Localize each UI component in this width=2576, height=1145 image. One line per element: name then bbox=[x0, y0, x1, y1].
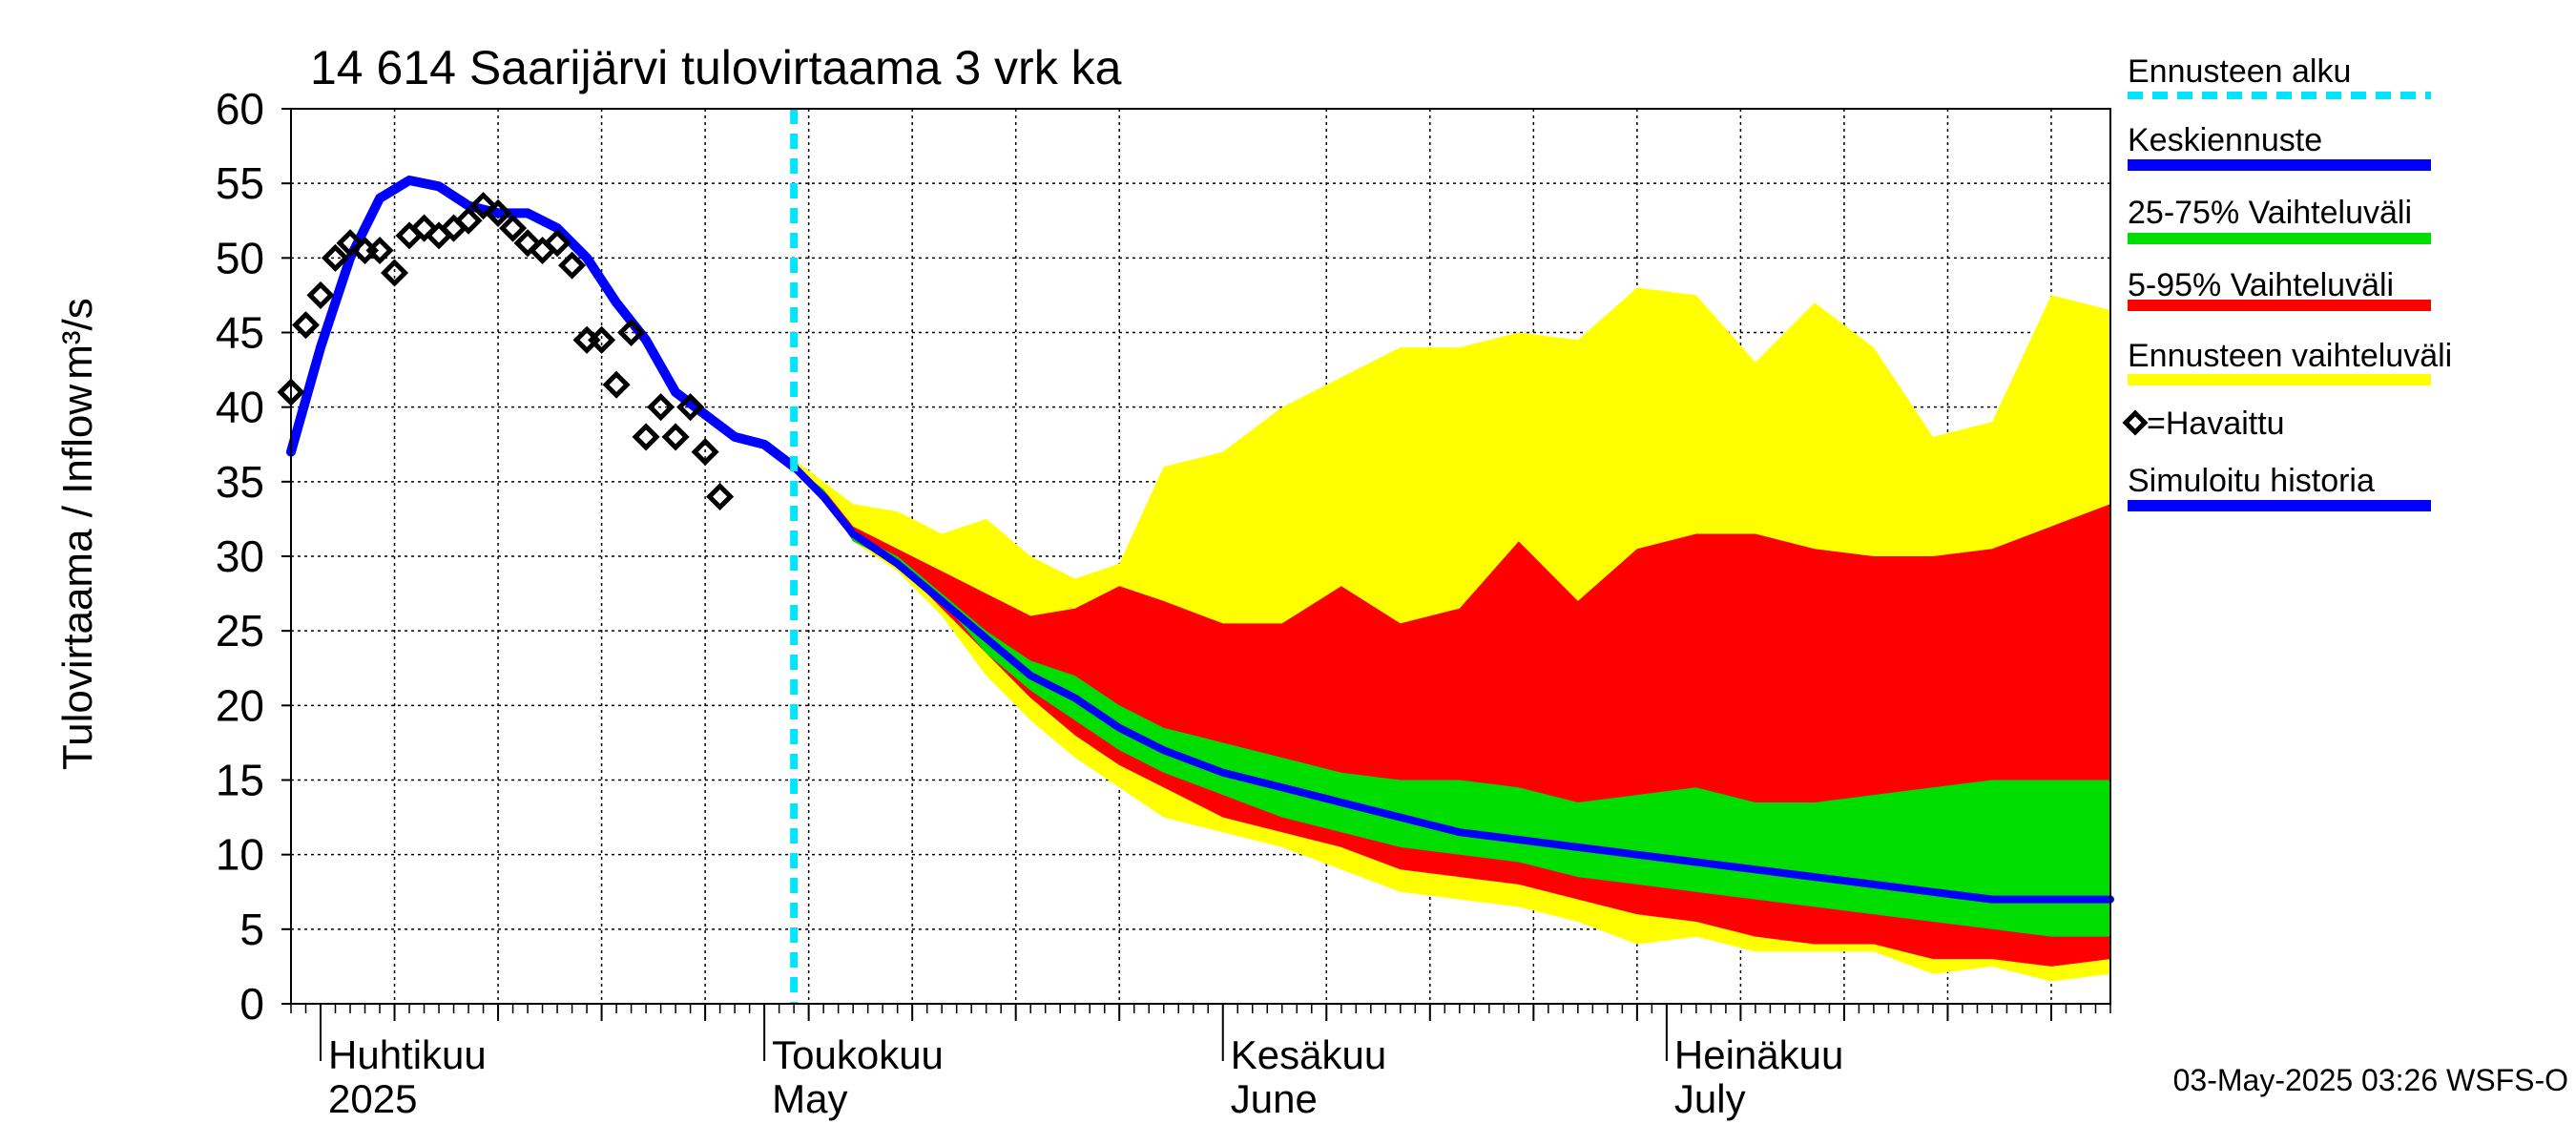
legend-label: =Havaittu bbox=[2147, 406, 2285, 442]
series-layer bbox=[277, 109, 2114, 1004]
observed-point bbox=[336, 229, 364, 258]
y-tick-label: 50 bbox=[216, 233, 264, 282]
observed-point bbox=[469, 192, 498, 220]
observed-point bbox=[321, 243, 350, 272]
x-month-label-fi: Kesäkuu bbox=[1231, 1032, 1386, 1077]
observed-point bbox=[617, 318, 646, 347]
median-forecast-line bbox=[790, 463, 2114, 904]
observed-point bbox=[410, 214, 439, 242]
y-tick-label: 55 bbox=[216, 158, 264, 208]
legend-label: 5-95% Vaihteluväli bbox=[2128, 267, 2394, 303]
y-tick-label: 30 bbox=[216, 531, 264, 581]
ylabel-group: Tulovirtaama / Inflow bbox=[54, 385, 101, 771]
y-tick-label: 45 bbox=[216, 308, 264, 358]
footer-timestamp: 03-May-2025 03:26 WSFS-O bbox=[2173, 1063, 2568, 1097]
observed-point bbox=[706, 482, 735, 511]
y-tick-label: 35 bbox=[216, 457, 264, 507]
x-month-label-en: July bbox=[1674, 1076, 1746, 1121]
x-month-label-fi: Heinäkuu bbox=[1674, 1032, 1843, 1077]
observed-point bbox=[380, 259, 409, 287]
observed-point bbox=[306, 281, 335, 309]
y-tick-label: 10 bbox=[216, 830, 264, 880]
chart-title: 14 614 Saarijärvi tulovirtaama 3 vrk ka bbox=[310, 41, 1122, 94]
y-tick-label: 20 bbox=[216, 680, 264, 730]
x-month-label-fi: Huhtikuu bbox=[328, 1032, 487, 1077]
observed-point bbox=[691, 438, 719, 467]
observed-point bbox=[365, 236, 394, 265]
legend-label: Ennusteen alku bbox=[2128, 53, 2351, 90]
plot-frame bbox=[290, 108, 2111, 1005]
observed-point bbox=[484, 198, 512, 227]
observed-point bbox=[291, 311, 321, 340]
y-axis-unit: m³/s bbox=[54, 298, 101, 380]
observed-point bbox=[647, 393, 675, 422]
observed-point bbox=[558, 251, 587, 280]
observed-point bbox=[454, 206, 483, 235]
observed-point bbox=[676, 393, 705, 422]
observed-point bbox=[513, 229, 542, 258]
y-axis-label: Tulovirtaama / Inflow bbox=[54, 385, 101, 771]
legend-label: 25-75% Vaihteluväli bbox=[2128, 195, 2412, 231]
y-tick-label: 15 bbox=[216, 756, 264, 805]
observed-point bbox=[632, 423, 660, 451]
legend-label: Keskiennuste bbox=[2128, 122, 2322, 158]
yunit-group: m³/s bbox=[54, 298, 101, 380]
band-25-75-area bbox=[794, 467, 2110, 937]
y-tick-label: 5 bbox=[239, 905, 264, 954]
x-month-label-fi: Toukokuu bbox=[772, 1032, 944, 1077]
y-tick-label: 60 bbox=[216, 84, 264, 134]
legend-label: Simuloitu historia bbox=[2128, 463, 2375, 499]
legend-observed-marker bbox=[2122, 409, 2149, 436]
y-tick-label: 25 bbox=[216, 606, 264, 656]
x-month-label-en: June bbox=[1231, 1076, 1318, 1121]
x-month-label-en: May bbox=[772, 1076, 847, 1121]
observed-point bbox=[588, 325, 616, 354]
observed-point bbox=[499, 214, 528, 242]
y-tick-label: 40 bbox=[216, 383, 264, 432]
observed-point bbox=[661, 423, 690, 451]
observed-point bbox=[543, 229, 571, 258]
y-tick-label: 0 bbox=[239, 979, 264, 1029]
x-month-label-en: 2025 bbox=[328, 1076, 417, 1121]
legend-label: Ennusteen vaihteluväli bbox=[2128, 338, 2452, 374]
legend: Ennusteen alku Keskiennuste 25-75% Vaihtel… bbox=[2122, 53, 2452, 511]
observed-point bbox=[602, 370, 631, 399]
axes: 051015202530354045505560Huhtikuu2025Touk… bbox=[216, 84, 2111, 1121]
simulated-history-line bbox=[286, 176, 800, 472]
